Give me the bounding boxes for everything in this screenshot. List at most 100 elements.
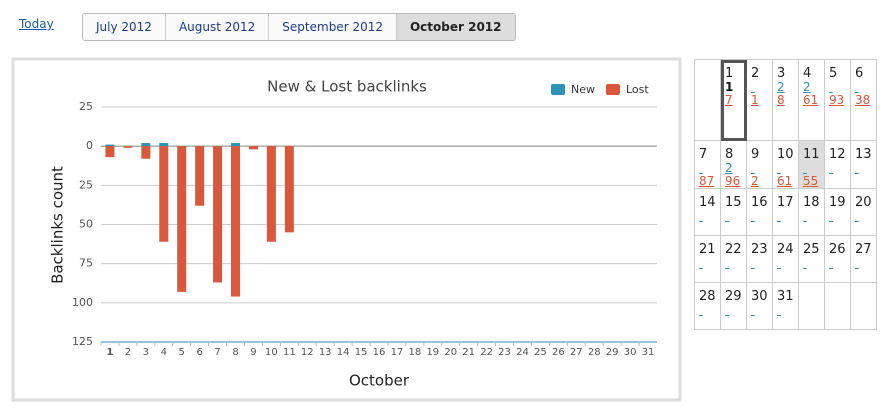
x-tick-label: 17 [391, 347, 404, 358]
new-count[interactable]: 1 [725, 80, 734, 94]
calendar-day[interactable]: 13 [850, 140, 877, 189]
bar [231, 146, 241, 297]
x-tick-label: 31 [642, 347, 655, 358]
bar [105, 146, 115, 158]
spacer [721, 304, 746, 317]
y-tick-label: 25 [79, 100, 93, 113]
calendar-day[interactable]: 20 [850, 188, 877, 236]
spacer [851, 257, 876, 270]
calendar-day[interactable]: 7 87 [694, 140, 721, 189]
x-tick-label: 1 [106, 347, 113, 358]
spacer [773, 210, 798, 223]
new-count[interactable]: 2 [777, 80, 785, 94]
lost-count[interactable]: 8 [777, 93, 785, 107]
calendar-day[interactable]: 30 [746, 282, 773, 330]
y-tick-label: 25 [79, 178, 93, 191]
calendar-day[interactable]: 29 [720, 282, 747, 330]
calendar-day[interactable]: 22 [720, 235, 747, 283]
calendar-day[interactable]: 27 [850, 235, 877, 283]
calendar-day[interactable]: 15 [720, 188, 747, 236]
bar [284, 146, 294, 233]
y-tick-label: 50 [79, 218, 93, 231]
calendar-day[interactable]: 12 [824, 140, 851, 189]
spacer [747, 257, 772, 270]
month-tab[interactable]: September 2012 [269, 14, 397, 40]
calendar-day[interactable]: 16 [746, 188, 773, 236]
day-number: 14 [699, 195, 716, 210]
calendar-day[interactable]: 21 [694, 235, 721, 283]
calendar-day[interactable]: 23 [746, 235, 773, 283]
y-tick-label: 100 [72, 296, 93, 309]
calendar-day[interactable]: 14 [694, 188, 721, 236]
calendar-day[interactable]: 4 2 61 [798, 59, 825, 141]
lost-count[interactable]: 93 [829, 93, 845, 107]
day-number: 27 [855, 242, 872, 257]
x-tick-label: 9 [250, 347, 256, 358]
x-tick-label: 2 [125, 347, 131, 358]
lost-count[interactable]: 2 [751, 174, 759, 188]
day-number: 31 [777, 289, 794, 304]
new-count[interactable]: 2 [803, 80, 811, 94]
lost-count[interactable]: 55 [803, 174, 819, 188]
x-tick-label: 13 [319, 347, 332, 358]
x-tick-label: 12 [301, 347, 314, 358]
bar [141, 146, 151, 159]
lost-count[interactable]: 61 [803, 93, 819, 107]
bar [141, 143, 151, 147]
lost-count[interactable]: 87 [699, 174, 715, 188]
calendar-day[interactable]: 9 2 [746, 140, 773, 189]
day-number: 2 [751, 66, 760, 81]
calendar-day[interactable]: 17 [772, 188, 799, 236]
x-tick-label: 25 [534, 347, 547, 358]
month-tab[interactable]: August 2012 [165, 14, 270, 40]
lost-count[interactable]: 61 [777, 174, 793, 188]
today-link[interactable]: Today [19, 17, 54, 31]
day-number: 9 [751, 147, 760, 162]
day-number: 1 [725, 66, 734, 81]
bar [159, 143, 169, 147]
new-count[interactable]: 2 [725, 161, 733, 175]
lost-count[interactable]: 1 [751, 93, 759, 107]
calendar-week: 7 87 8 2 96 9 2 10 61 11 55 12 13 [694, 140, 877, 189]
spacer [773, 257, 798, 270]
calendar-day[interactable]: 6 38 [850, 59, 877, 141]
x-tick-label: 26 [552, 347, 565, 358]
calendar-day[interactable]: 19 [824, 188, 851, 236]
calendar-day[interactable]: 18 [798, 188, 825, 236]
month-tab[interactable]: October 2012 [396, 14, 515, 40]
day-number: 4 [803, 66, 812, 81]
calendar-day[interactable]: 2 1 [746, 59, 773, 141]
month-tab[interactable]: July 2012 [83, 14, 166, 40]
day-number: 19 [829, 195, 846, 210]
day-number: 21 [699, 242, 716, 257]
calendar-day[interactable]: 10 61 [772, 140, 799, 189]
lost-count[interactable]: 38 [855, 93, 871, 107]
bar [213, 146, 223, 283]
day-number: 8 [725, 147, 734, 162]
calendar-week: 28 29 30 31 [694, 282, 877, 330]
month-tabs: July 2012 August 2012 September 2012 Octobe… [82, 13, 516, 41]
calendar-day[interactable]: 25 [798, 235, 825, 283]
lost-count[interactable]: 96 [725, 174, 741, 188]
x-tick-label: 20 [444, 347, 457, 358]
calendar-day[interactable]: 31 [772, 282, 799, 330]
day-number: 15 [725, 195, 742, 210]
day-number: 6 [855, 66, 864, 81]
calendar-day[interactable]: 5 93 [824, 59, 851, 141]
x-tick-label: 19 [426, 347, 439, 358]
calendar-day[interactable]: 8 2 96 [720, 140, 747, 189]
calendar-day[interactable]: 28 [694, 282, 721, 330]
calendar-day[interactable]: 11 55 [798, 140, 825, 189]
lost-count[interactable]: 7 [725, 93, 733, 107]
spacer [695, 210, 720, 223]
day-number: 10 [777, 147, 794, 162]
calendar-day[interactable]: 26 [824, 235, 851, 283]
calendar-day[interactable]: 24 [772, 235, 799, 283]
x-tick-label: 23 [498, 347, 511, 358]
y-tick-label: 0 [86, 139, 93, 152]
calendar-day [694, 59, 721, 141]
